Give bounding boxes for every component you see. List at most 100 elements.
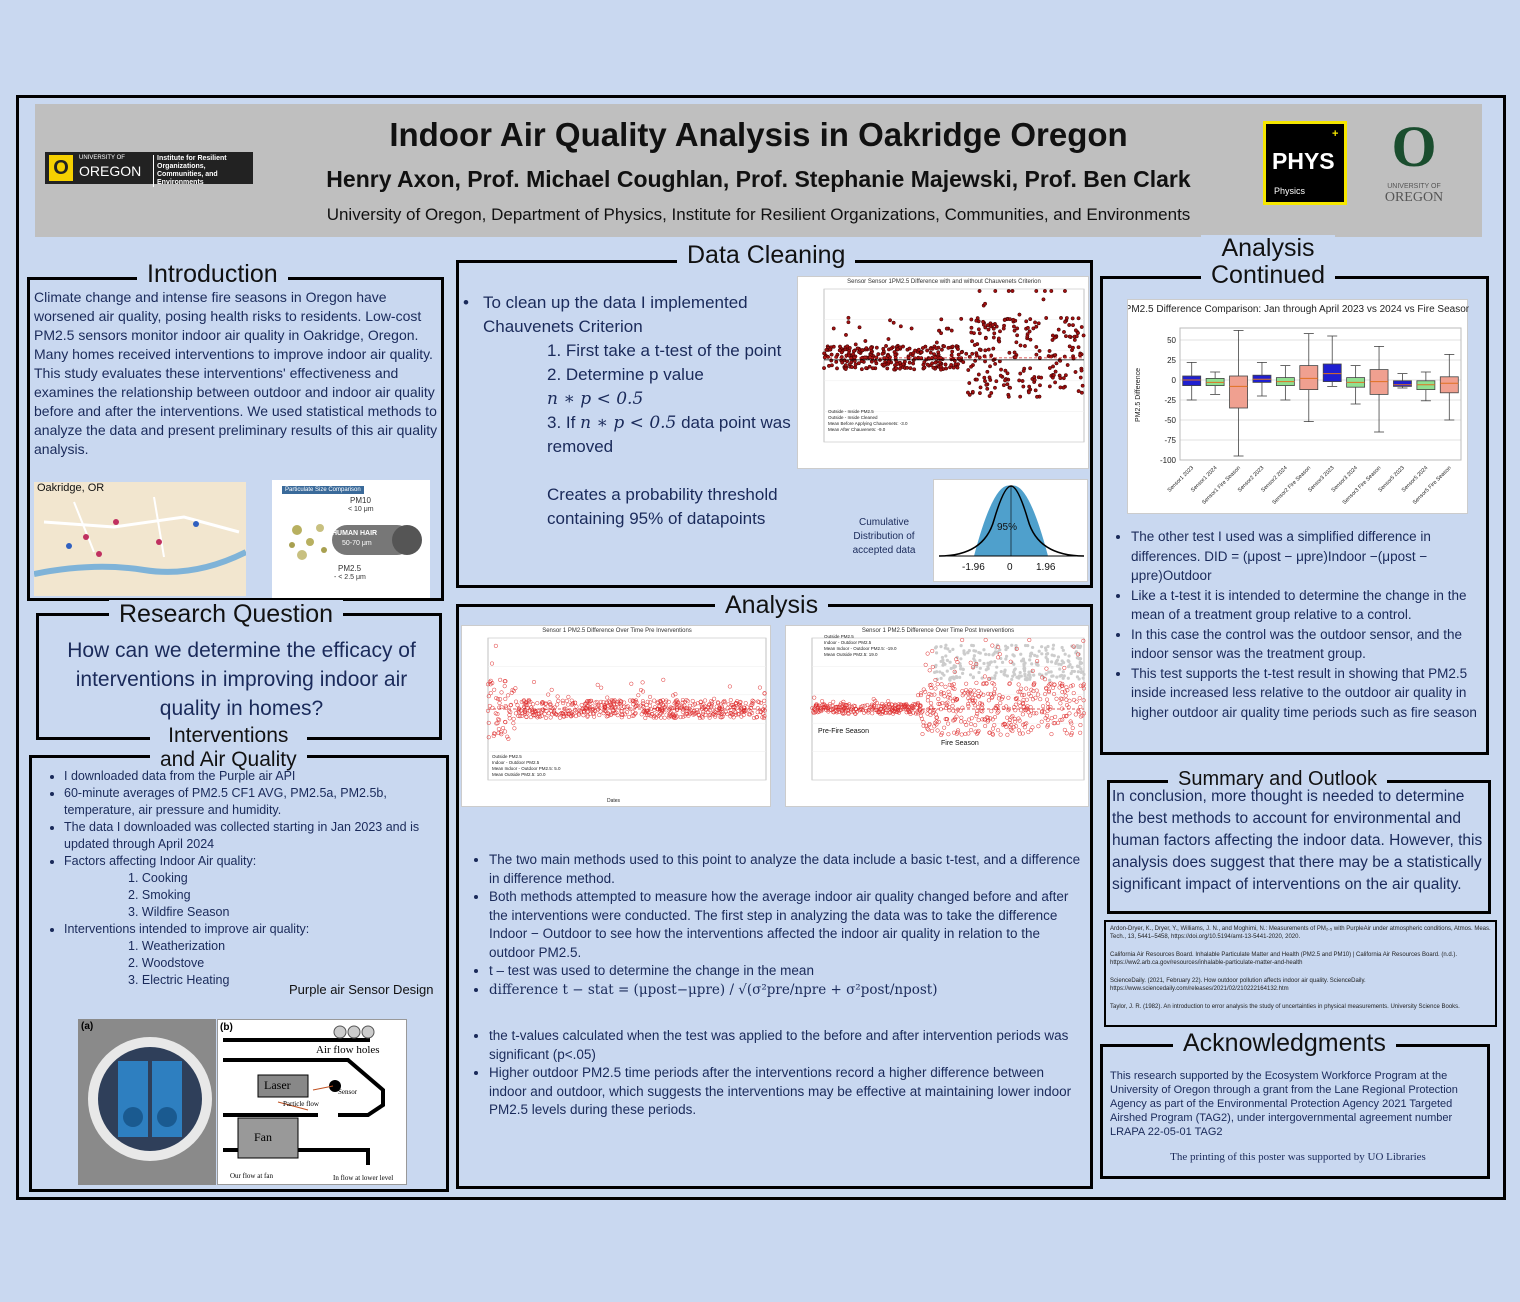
outside-point [1037,649,1041,653]
data-point [733,710,738,715]
data-point [1079,368,1084,373]
data-point [619,712,624,717]
data-point [676,700,681,705]
outside-point [1076,670,1080,674]
analysis-continued-heading: Analysis Continued [1201,235,1335,289]
data-point [841,711,846,716]
data-point [622,704,627,709]
data-point [1016,728,1022,733]
data-point [485,682,491,687]
continued-heading-2: Continued [1211,261,1325,289]
post-legend: Outside PM2.5 Indoor - Outdoor PM2.5 Mea… [824,634,897,658]
outside-point [986,661,990,665]
outside-point [1078,661,1082,666]
summary-text: In conclusion, more thought is needed to… [1112,788,1483,893]
data-point [1006,394,1011,399]
data-point [583,701,588,706]
data-point [1077,696,1082,701]
data-point [1071,697,1077,702]
data-point [1043,716,1048,721]
outside-point [1069,671,1073,676]
outside-point [958,662,962,666]
data-point [902,703,907,708]
data-point [502,679,507,684]
data-point [888,318,893,323]
data-point [999,696,1004,701]
data-point [595,682,600,687]
data-point [503,696,508,701]
data-point [893,352,898,357]
data-point [671,693,676,698]
outside-point [1012,668,1017,672]
data-point [991,326,996,331]
data-point [843,367,848,371]
data-point [829,708,834,713]
data-point [1004,704,1009,709]
data-point [499,705,504,710]
data-point [552,710,557,715]
data-point [1070,683,1075,688]
data-point [935,682,940,687]
data-point [719,711,724,716]
data-point [1076,316,1081,321]
data-point [658,699,663,704]
data-point [492,731,497,736]
data-point [671,714,676,720]
data-point [878,704,883,709]
data-point [508,703,513,708]
data-point [699,703,704,708]
data-point [680,700,685,705]
laser-label: Laser [264,1078,291,1092]
data-point [558,715,563,720]
data-point [654,712,659,717]
data-point [970,339,975,344]
post-intervention-plot [810,637,1086,781]
summary-heading: Summary and Outlook [1168,768,1387,791]
data-point [1040,704,1046,709]
data-point [1045,718,1050,723]
data-point [905,365,910,370]
data-point [992,331,997,336]
data-point [946,695,951,700]
data-point [846,710,851,715]
data-point [762,714,767,719]
data-point [816,703,821,708]
data-point [840,360,845,365]
data-point [596,704,601,709]
chauvenet-plot [822,288,1086,443]
data-point [981,319,986,324]
data-point [939,682,944,687]
data-point [1076,652,1081,657]
data-point [934,346,939,351]
data-point [974,661,979,667]
map-label: Oakridge, OR [37,482,105,494]
data-point [547,700,552,705]
data-point [503,729,508,734]
data-point [604,701,609,706]
factor-item: 2. Smoking [128,888,191,902]
data-point [936,719,941,724]
data-point [944,366,949,371]
introduction-section: Introduction Climate change and intense … [27,260,444,601]
data-point [929,692,934,697]
box-y-tick-label: -50 [1164,416,1176,425]
data-point [977,289,982,293]
data-point [1073,370,1078,374]
outside-point [1078,657,1083,661]
data-point [981,681,986,686]
data-point [1008,727,1013,732]
acknowledgments-text: This research supported by the Ecosystem… [1110,1070,1458,1138]
data-point [718,702,723,707]
data-point [1018,371,1023,376]
data-point [949,362,954,367]
box-plot-frame [1179,327,1462,461]
analysis-list: The two main methods used to this point … [467,851,1082,1120]
data-point [933,360,938,365]
data-point [1034,344,1039,349]
data-point [918,713,924,718]
data-point [918,691,923,696]
data-point [976,372,981,377]
data-point [831,710,836,715]
data-point [814,708,819,713]
data-point [493,711,498,716]
